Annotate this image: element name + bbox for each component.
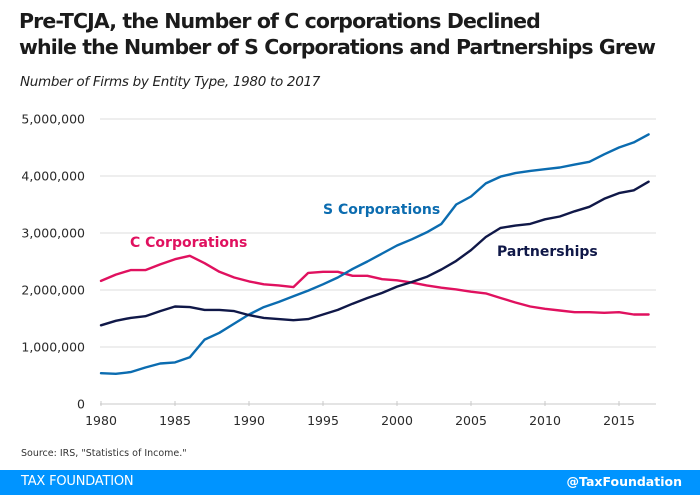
y-tick-label: 1,000,000	[21, 340, 85, 355]
x-tick-label: 1990	[233, 413, 265, 428]
x-axis: 1980 1985 1990 1995 2000 2005 2010 2015	[85, 401, 656, 428]
y-tick-label: 2,000,000	[21, 283, 85, 298]
x-tick-label: 1980	[85, 413, 117, 428]
x-tick-label: 2000	[381, 413, 413, 428]
series-line-c-corporations	[99, 254, 650, 316]
series-label-s-corporations: S Corporations	[323, 202, 440, 218]
chart-title: Pre-TCJA, the Number of C corporations D…	[19, 8, 699, 60]
chart-title-line-2: while the Number of S Corporations and P…	[19, 35, 656, 59]
x-tick-label: 2015	[603, 413, 635, 428]
brand-logo[interactable]: TAX FOUNDATION	[21, 474, 134, 489]
x-tick-label: 2005	[455, 413, 487, 428]
series-lines	[99, 133, 650, 375]
series-label-c-corporations: C Corporations	[130, 235, 247, 251]
y-axis: 0 1,000,000 2,000,000 3,000,000 4,000,000 5,0…	[21, 112, 85, 412]
x-tick-label: 1985	[159, 413, 191, 428]
series-label-partnerships: Partnerships	[497, 244, 598, 260]
chart-subtitle: Number of Firms by Entity Type, 1980 to …	[20, 74, 321, 90]
gridlines	[100, 118, 656, 348]
chart-title-line-1: Pre-TCJA, the Number of C corporations D…	[19, 9, 541, 33]
line-chart: 0 1,000,000 2,000,000 3,000,000 4,000,000 5,0…	[21, 112, 656, 428]
y-tick-label: 3,000,000	[21, 226, 85, 241]
series-line-partnerships	[99, 180, 650, 327]
source-note: Source: IRS, "Statistics of Income."	[21, 448, 187, 459]
twitter-handle[interactable]: @TaxFoundation	[566, 474, 682, 489]
y-tick-label: 4,000,000	[21, 169, 85, 184]
y-tick-label: 5,000,000	[21, 112, 85, 127]
footer-bar: TAX FOUNDATION @TaxFoundation	[0, 470, 700, 495]
x-tick-label: 1995	[307, 413, 339, 428]
series-line-s-corporations	[99, 133, 650, 375]
x-tick-label: 2010	[529, 413, 561, 428]
y-tick-label: 0	[77, 397, 85, 412]
series-labels: C Corporations S Corporations Partnerships	[130, 202, 598, 260]
